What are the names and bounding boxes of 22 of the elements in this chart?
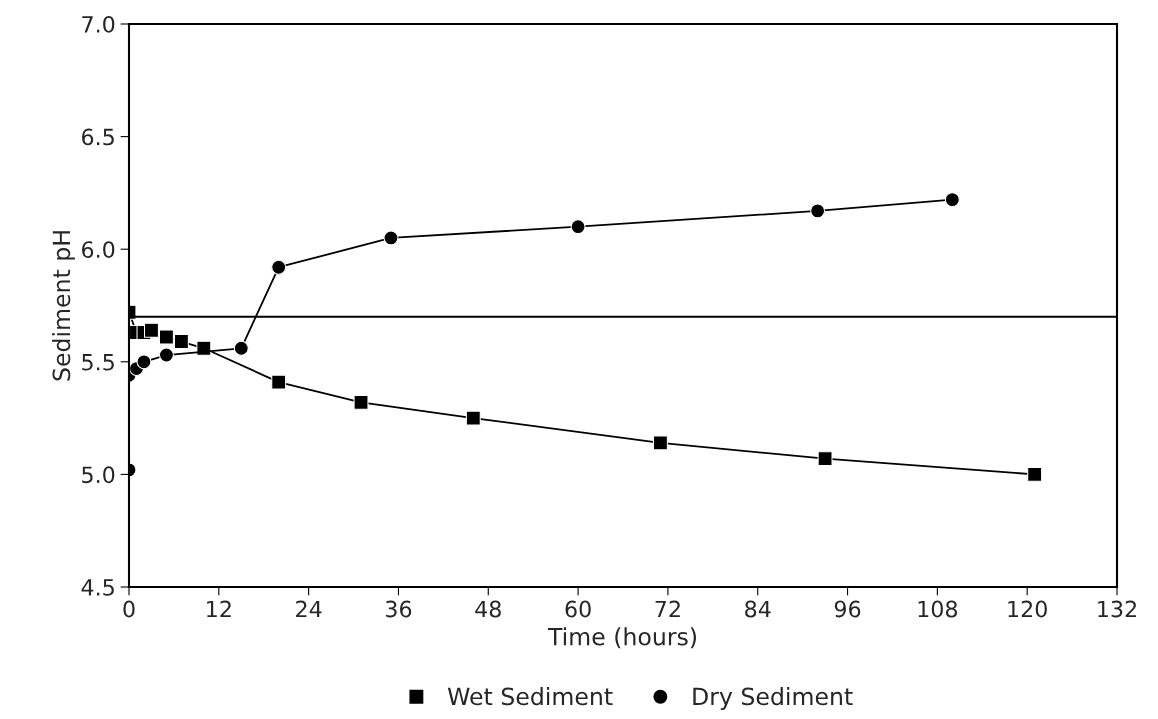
x-tick-label: 36 (386, 600, 412, 618)
y-tick-label: 6.0 (82, 241, 115, 258)
x-tick-label: 0 (123, 600, 135, 618)
legend-label: Dry Sediment (693, 687, 853, 710)
x-tick-label: 72 (655, 600, 680, 618)
y-tick-label: 6.5 (82, 128, 114, 146)
y-tick-label: 5.0 (82, 466, 115, 484)
y-axis-title: Sediment pH (52, 231, 75, 381)
x-tick-label: 108 (918, 600, 958, 618)
x-tick-label: 48 (475, 600, 501, 618)
y-tick-label: 5.5 (82, 354, 114, 371)
y-tick-label: 4.5 (81, 579, 114, 596)
x-tick-label: 12 (207, 600, 231, 618)
x-tick-label: 84 (745, 600, 771, 618)
x-tick-label: 24 (296, 600, 322, 618)
legend-label: Wet Sediment (447, 687, 613, 706)
x-axis-title: Time (hours) (547, 627, 697, 649)
x-tick-label: 132 (1098, 600, 1136, 618)
x-tick-label: 120 (1008, 600, 1047, 618)
y-tick-label: 7.0 (82, 15, 115, 33)
x-tick-label: 60 (565, 600, 591, 618)
x-tick-label: 96 (834, 600, 861, 618)
